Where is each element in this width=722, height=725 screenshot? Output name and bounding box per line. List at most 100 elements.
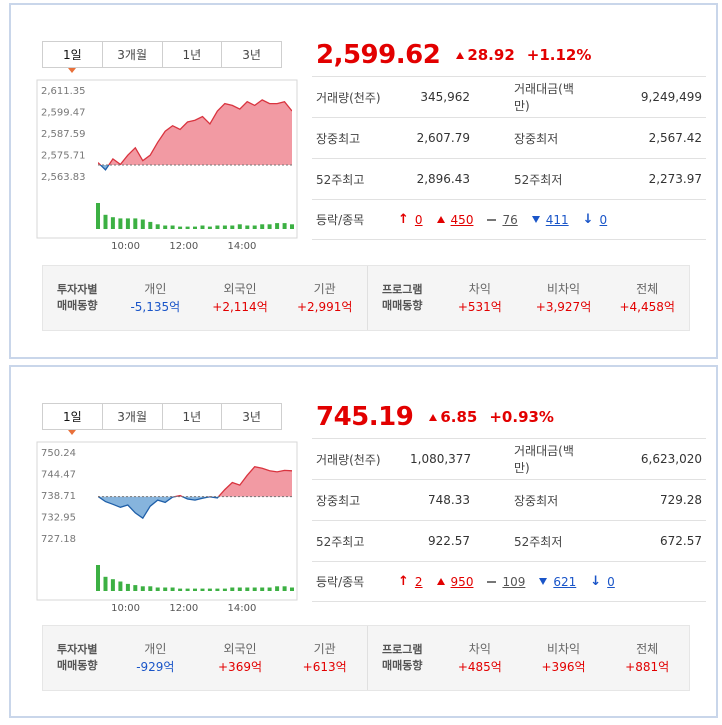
active-tab-caret-icon [68,430,77,435]
tab-3years[interactable]: 3년 [221,42,281,67]
lower-limit-arrow-icon: ↓ [590,574,602,589]
tab-1year[interactable]: 1년 [161,404,222,429]
period-tabs: 1일 3개월 1년 3년 [42,41,282,73]
tab-label: 1일 [63,410,82,424]
breadth-label: 등락/종목 [316,575,365,589]
up-triangle-icon [436,216,445,223]
volume-bar [140,219,145,229]
down-count[interactable]: 621 [553,574,577,589]
lower-limit-count[interactable]: 0 [599,212,608,227]
non-arbitrage-label: 비차익 [546,282,581,296]
up-triangle-icon [429,413,438,421]
tab-1year[interactable]: 1년 [161,42,222,67]
arbitrage-label: 차익 [468,642,491,656]
flat-count[interactable]: 109 [502,574,526,589]
up-count[interactable]: 450 [450,212,474,227]
tab-3years[interactable]: 3년 [221,404,281,429]
y-tick-label: 727.18 [41,534,76,545]
investor-trading-box: 투자자별 매매동향 개인 -5,135억 외국인 +2,114억 기관 +2,991억 … [42,265,690,331]
breadth-down[interactable]: 411 [531,212,569,227]
week52-low-value: 672.57 [660,534,702,548]
volume-bar [148,221,153,229]
volume-bar [155,224,160,229]
program-heading: 프로그램 매매동향 [368,642,438,674]
volume-bar [110,579,115,591]
breadth-down[interactable]: 621 [539,575,576,589]
y-tick-label: 2,587.59 [41,129,86,140]
stats-row: 52주최고 2,896.43 52주최저 2,273.97 [312,158,706,199]
y-tick-label: 2,575.71 [41,151,86,162]
volume-bar [260,587,265,591]
foreign-value: +2,114억 [212,300,268,314]
tab-3months[interactable]: 3개월 [101,404,162,429]
arbitrage-value: +531억 [457,300,502,314]
tab-label: 3개월 [117,410,147,424]
down-count[interactable]: 411 [545,212,569,227]
volume-bar [290,587,294,591]
intraday-chart: 2,611.35 2,599.47 2,587.59 2,575.71 2,563.83… [36,79,298,252]
volume-bar [245,587,250,591]
tab-label: 3년 [242,410,261,424]
breadth-flat[interactable]: 76 [487,212,518,227]
investor-section: 투자자별 매매동향 개인 -929억 외국인 +369억 기관 +613억 [43,626,368,690]
volume-bar [185,226,190,229]
breadth-lower-limit[interactable]: ↓ 0 [590,574,615,589]
flat-count[interactable]: 76 [502,212,518,227]
breadth-lower-limit[interactable]: ↓ 0 [583,212,608,227]
price-line-up [98,465,292,497]
heading-line: 매매동향 [382,659,423,672]
tab-1day[interactable]: 1일 [43,42,102,73]
lower-limit-count[interactable]: 0 [607,574,615,589]
volume-label: 거래량(천주) [316,90,381,105]
price-line-down [98,496,220,520]
non-arbitrage-label: 비차익 [546,642,581,656]
breadth-up[interactable]: 450 [436,212,474,227]
upper-limit-count[interactable]: 2 [414,574,423,589]
breadth-flat[interactable]: 109 [487,575,525,589]
index-panel-kospi: 1일 3개월 1년 3년 2,611.35 2,599.47 2,587.59 2,5… [9,3,718,359]
y-tick-label: 2,611.35 [41,86,86,97]
foreign-label: 외국인 [223,642,257,656]
arbitrage-column: 차익 +531억 [438,280,522,316]
day-high-label: 장중최고 [316,493,361,508]
upper-limit-count[interactable]: 0 [414,212,423,227]
volume-value: 345,962 [420,90,470,104]
amount-label: 거래대금(백만) [514,82,574,113]
price-summary: 2,599.62 28.92 +1.12% [316,39,591,71]
investor-section: 투자자별 매매동향 개인 -5,135억 외국인 +2,114억 기관 +2,991억 [43,266,368,330]
amount-label: 거래대금(백만) [514,444,574,475]
institution-label: 기관 [313,642,336,656]
y-tick-label: 2,599.47 [41,108,86,119]
volume-bar [230,587,235,591]
foreign-column: 외국인 +369억 [198,640,283,676]
heading-line: 투자자별 [57,643,98,656]
heading-line: 투자자별 [57,283,98,296]
day-low-label: 장중최저 [514,493,559,508]
institution-value: +2,991억 [296,300,353,314]
up-count[interactable]: 950 [450,574,474,589]
period-tabs: 1일 3개월 1년 3년 [42,403,282,435]
price-summary: 745.19 6.85 +0.93% [316,401,554,433]
area-below-baseline [98,496,219,519]
volume-bar [170,225,175,229]
volume-bar [282,586,287,591]
volume-bar [252,225,257,229]
tab-3months[interactable]: 3개월 [101,42,162,67]
chart-frame [36,441,298,601]
amount-value: 9,249,499 [640,90,702,104]
price-change: 6.85 [440,408,478,426]
tab-1day[interactable]: 1일 [43,404,102,435]
breadth-up[interactable]: 950 [436,574,474,589]
breadth-upper-limit[interactable]: ↑ 0 [398,212,423,227]
breadth-row: 등락/종목 ↑ 2 950 109 621 ↓ 0 [312,561,706,602]
volume-bar [155,587,160,591]
volume-bar [237,224,242,229]
current-price: 745.19 [316,402,414,432]
investor-heading: 투자자별 매매동향 [43,642,113,674]
breadth-row: 등락/종목 ↑ 0 450 76 411 ↓ 0 [312,199,706,240]
price-line-up [98,99,292,165]
volume-bar [237,587,242,591]
individual-label: 개인 [144,282,167,296]
breadth-upper-limit[interactable]: ↑ 2 [398,574,423,589]
volume-bar [133,585,138,591]
